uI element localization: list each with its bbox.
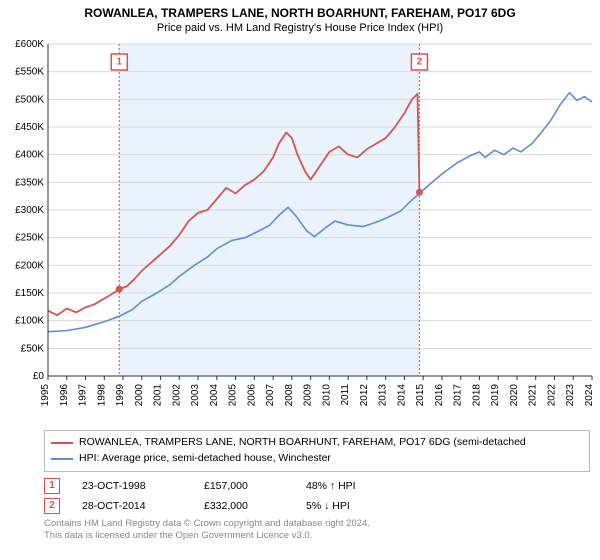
marker-pct: 48% ↑ HPI	[306, 480, 356, 492]
svg-text:2017: 2017	[453, 384, 464, 407]
svg-text:£550K: £550K	[15, 67, 44, 78]
svg-text:2016: 2016	[434, 384, 445, 407]
legend: ROWANLEA, TRAMPERS LANE, NORTH BOARHUNT,…	[44, 430, 590, 472]
svg-text:2002: 2002	[171, 384, 182, 407]
marker-row: 2 28-OCT-2014 £332,000 5% ↓ HPI	[44, 498, 590, 514]
svg-text:1996: 1996	[59, 384, 70, 407]
svg-text:£0: £0	[33, 371, 45, 382]
marker-row: 1 23-OCT-1998 £157,000 48% ↑ HPI	[44, 478, 590, 494]
svg-text:2: 2	[417, 57, 423, 68]
svg-text:£50K: £50K	[21, 343, 45, 354]
svg-text:1995: 1995	[40, 384, 51, 407]
chart-svg: £0 £50K £100K £150K £200K £250K £300K £350K £400…	[0, 36, 600, 426]
svg-text:1998: 1998	[96, 384, 107, 407]
svg-text:2013: 2013	[378, 384, 389, 407]
svg-text:2004: 2004	[209, 384, 220, 407]
svg-text:£600K: £600K	[15, 39, 44, 50]
footer-line2: This data is licensed under the Open Gov…	[44, 530, 590, 542]
svg-text:1999: 1999	[115, 384, 126, 407]
marker-badge: 1	[44, 478, 60, 494]
marker-table: 1 23-OCT-1998 £157,000 48% ↑ HPI 2 28-OCT-201…	[44, 478, 590, 514]
svg-text:2021: 2021	[528, 384, 539, 407]
marker-date: 28-OCT-2014	[82, 500, 182, 512]
svg-text:2010: 2010	[321, 384, 332, 407]
svg-text:£150K: £150K	[15, 288, 44, 299]
svg-text:£300K: £300K	[15, 205, 44, 216]
title-block: ROWANLEA, TRAMPERS LANE, NORTH BOARHUNT,…	[0, 0, 600, 36]
svg-text:2003: 2003	[190, 384, 201, 407]
svg-text:2020: 2020	[509, 384, 520, 407]
legend-item: ROWANLEA, TRAMPERS LANE, NORTH BOARHUNT,…	[51, 435, 583, 451]
svg-text:2015: 2015	[415, 384, 426, 407]
svg-text:£100K: £100K	[15, 316, 44, 327]
svg-text:£400K: £400K	[15, 150, 44, 161]
marker-price: £332,000	[204, 500, 284, 512]
svg-text:2018: 2018	[471, 384, 482, 407]
svg-text:1997: 1997	[78, 384, 89, 407]
chart-container: ROWANLEA, TRAMPERS LANE, NORTH BOARHUNT,…	[0, 0, 600, 560]
svg-text:£500K: £500K	[15, 94, 44, 105]
svg-text:£250K: £250K	[15, 233, 44, 244]
legend-label: HPI: Average price, semi-detached house,…	[79, 451, 331, 467]
svg-text:2022: 2022	[546, 384, 557, 407]
svg-text:2011: 2011	[340, 384, 351, 406]
chart-title: ROWANLEA, TRAMPERS LANE, NORTH BOARHUNT,…	[8, 6, 592, 20]
marker-price: £157,000	[204, 480, 284, 492]
svg-text:2014: 2014	[396, 384, 407, 407]
marker-pct: 5% ↓ HPI	[306, 500, 350, 512]
svg-text:2001: 2001	[153, 384, 164, 407]
svg-text:£200K: £200K	[15, 260, 44, 271]
marker-badge: 2	[44, 498, 60, 514]
footer: Contains HM Land Registry data © Crown c…	[44, 518, 590, 543]
svg-text:2019: 2019	[490, 384, 501, 407]
svg-text:1: 1	[117, 57, 123, 68]
svg-text:£450K: £450K	[15, 122, 44, 133]
svg-text:2000: 2000	[134, 384, 145, 407]
svg-text:2023: 2023	[565, 384, 576, 407]
chart-area: £0 £50K £100K £150K £200K £250K £300K £350K £400…	[0, 36, 600, 426]
svg-text:2012: 2012	[359, 384, 370, 407]
legend-label: ROWANLEA, TRAMPERS LANE, NORTH BOARHUNT,…	[79, 435, 526, 451]
legend-item: HPI: Average price, semi-detached house,…	[51, 451, 583, 467]
marker-date: 23-OCT-1998	[82, 480, 182, 492]
chart-subtitle: Price paid vs. HM Land Registry's House …	[8, 22, 592, 34]
svg-text:2008: 2008	[284, 384, 295, 407]
svg-text:2006: 2006	[246, 384, 257, 407]
svg-text:2005: 2005	[228, 384, 239, 407]
legend-swatch	[51, 442, 73, 444]
svg-text:2024: 2024	[584, 384, 595, 407]
svg-text:2007: 2007	[265, 384, 276, 407]
svg-text:£350K: £350K	[15, 177, 44, 188]
svg-text:2009: 2009	[303, 384, 314, 407]
legend-swatch	[51, 458, 73, 460]
footer-line1: Contains HM Land Registry data © Crown c…	[44, 518, 590, 530]
